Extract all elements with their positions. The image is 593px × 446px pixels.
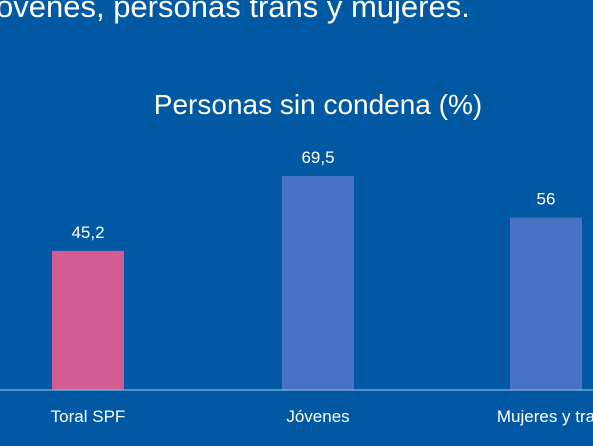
bar-2 (282, 176, 354, 390)
value-label-3: 56 (537, 190, 556, 209)
value-label-1: 45,2 (71, 223, 104, 242)
category-label-3: Mujeres y tra (497, 407, 593, 426)
chart-title: Personas sin condena (%) (154, 89, 482, 120)
bar-3 (510, 217, 582, 390)
category-labels-group: Toral SPF Jóvenes Mujeres y tra (51, 407, 593, 426)
value-label-2: 69,5 (301, 148, 334, 167)
category-label-2: Jóvenes (286, 407, 349, 426)
bar-1 (52, 250, 124, 390)
slide-headline: óvenes, personas trans y mujeres. (0, 0, 470, 24)
value-labels-group: 45,2 69,5 56 (71, 148, 555, 242)
category-label-1: Toral SPF (51, 407, 126, 426)
bars-group (52, 176, 582, 390)
